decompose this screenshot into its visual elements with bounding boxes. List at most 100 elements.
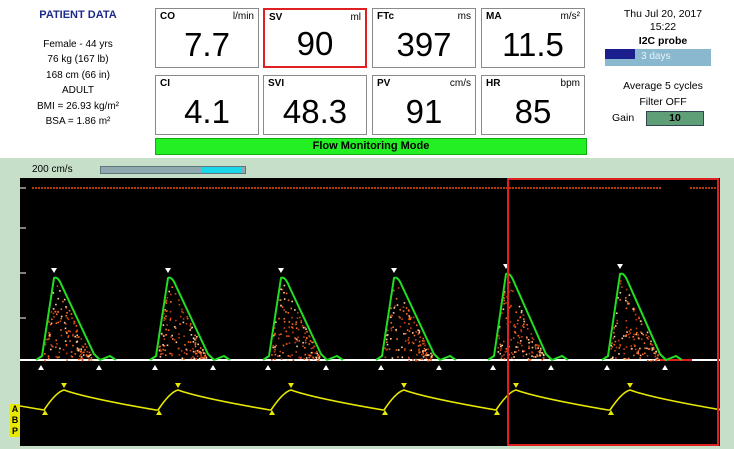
spectrum-speckle — [300, 319, 302, 322]
spectrum-speckle — [170, 301, 172, 303]
spectrum-speckle — [199, 351, 201, 353]
spectrum-speckle — [641, 332, 643, 335]
spectrum-speckle — [632, 310, 635, 312]
spectrum-speckle — [651, 349, 654, 351]
spectrum-speckle — [422, 342, 424, 345]
param-box-hr[interactable]: HR bpm 85 — [481, 75, 585, 135]
spectrum-speckle — [513, 359, 515, 361]
spectrum-speckle — [515, 346, 517, 348]
spectrum-speckle — [419, 351, 421, 353]
spectrum-speckle — [70, 351, 73, 353]
spectrum-speckle — [413, 334, 416, 337]
spectrum-speckle — [522, 325, 524, 327]
spectrum-speckle — [637, 336, 640, 339]
spectrum-speckle — [501, 312, 503, 314]
spectrum-speckle — [65, 344, 68, 346]
average-cycles[interactable]: Average 5 cycles — [623, 80, 703, 92]
spectrum-speckle — [197, 349, 200, 352]
spectrum-speckle — [185, 353, 188, 355]
spectrum-speckle — [610, 348, 612, 350]
spectrum-speckle — [423, 354, 426, 357]
spectrum-speckle — [318, 357, 320, 359]
spectrum-speckle — [295, 327, 298, 329]
spectrum-speckle — [408, 359, 410, 362]
spectrum-speckle — [174, 293, 177, 295]
spectrum-speckle — [81, 357, 84, 360]
spectrum-speckle — [204, 357, 207, 359]
spectrum-speckle — [201, 356, 204, 359]
spectrum-speckle — [646, 336, 648, 339]
spectrum-speckle — [417, 333, 419, 336]
spectrum-speckle — [633, 344, 636, 346]
spectrum-speckle — [637, 351, 639, 353]
spectrum-speckle — [408, 317, 411, 319]
spectrum-speckle — [301, 324, 304, 327]
spectrum-speckle — [47, 338, 49, 341]
spectrum-speckle — [535, 344, 538, 347]
spectrum-speckle — [514, 332, 517, 334]
velocity-scale-bar[interactable] — [100, 166, 246, 174]
spectrum-speckle — [55, 322, 58, 324]
spectrum-speckle — [57, 311, 59, 313]
flow-monitoring-mode-bar[interactable]: Flow Monitoring Mode — [155, 138, 587, 155]
spectrum-speckle — [620, 280, 622, 282]
spectrum-speckle — [516, 323, 519, 325]
spectrum-speckle — [505, 350, 508, 352]
patient-data-panel: PATIENT DATA Female - 44 yrs 76 kg (167 … — [8, 8, 148, 130]
spectrum-speckle — [160, 350, 162, 352]
gain-value[interactable]: 10 — [646, 111, 704, 126]
filter-status[interactable]: Filter OFF — [639, 96, 687, 108]
spectrum-speckle — [285, 343, 288, 345]
param-box-ma[interactable]: MA m/s² 11.5 — [481, 8, 585, 68]
spectrum-speckle — [539, 351, 541, 354]
param-box-sv[interactable]: SV ml 90 — [263, 8, 367, 68]
spectrum-speckle — [619, 292, 622, 294]
spectrum-speckle — [635, 327, 638, 330]
spectrum-speckle — [634, 348, 637, 351]
spectrum-speckle — [65, 306, 67, 308]
spectrum-speckle — [640, 323, 643, 326]
spectrum-speckle — [60, 334, 63, 337]
spectrum-speckle — [638, 316, 640, 318]
spectrum-speckle — [295, 321, 298, 323]
spectrum-speckle — [56, 343, 58, 345]
spectrum-speckle — [412, 359, 414, 361]
peak-marker — [617, 264, 623, 269]
spectrum-speckle — [412, 316, 415, 319]
doppler-waveform-display[interactable] — [20, 178, 720, 446]
spectrum-speckle — [637, 353, 640, 355]
param-box-ci[interactable]: CI 4.1 — [155, 75, 259, 135]
spectrum-speckle — [395, 328, 397, 331]
spectrum-speckle — [513, 331, 516, 333]
param-box-svi[interactable]: SVI 48.3 — [263, 75, 367, 135]
spectrum-speckle — [398, 315, 400, 318]
spectrum-speckle — [280, 333, 282, 335]
spectrum-speckle — [178, 303, 181, 306]
spectrum-speckle — [513, 356, 515, 358]
param-box-co[interactable]: CO l/min 7.7 — [155, 8, 259, 68]
spectrum-speckle — [66, 317, 69, 319]
spectrum-speckle — [537, 345, 540, 348]
spectrum-speckle — [166, 344, 169, 347]
gain-label: Gain — [612, 112, 635, 124]
patient-gender-age: Female - 44 yrs — [43, 38, 113, 50]
spectrum-speckle — [513, 325, 515, 327]
spectrum-speckle — [520, 311, 523, 314]
spectrum-speckle — [517, 319, 519, 322]
status-panel: Thu Jul 20, 2017 15:22 I2C probe 3 days … — [598, 8, 728, 128]
gain-control[interactable]: Gain 10 — [598, 110, 728, 128]
spectrum-speckle — [291, 300, 293, 303]
param-box-pv[interactable]: PV cm/s 91 — [372, 75, 476, 135]
spectrum-speckle — [528, 342, 530, 344]
spectrum-speckle — [422, 350, 424, 352]
spectrum-speckle — [536, 354, 538, 356]
spectrum-speckle — [195, 353, 197, 355]
spectrum-speckle — [618, 353, 620, 355]
spectrum-speckle — [164, 301, 167, 303]
param-box-ftc[interactable]: FTc ms 397 — [372, 8, 476, 68]
spectrum-speckle — [510, 304, 512, 307]
spectrum-speckle — [278, 355, 281, 357]
spectrum-speckle — [534, 346, 537, 348]
spectrum-speckle — [189, 349, 192, 352]
spectrum-speckle — [498, 337, 500, 340]
